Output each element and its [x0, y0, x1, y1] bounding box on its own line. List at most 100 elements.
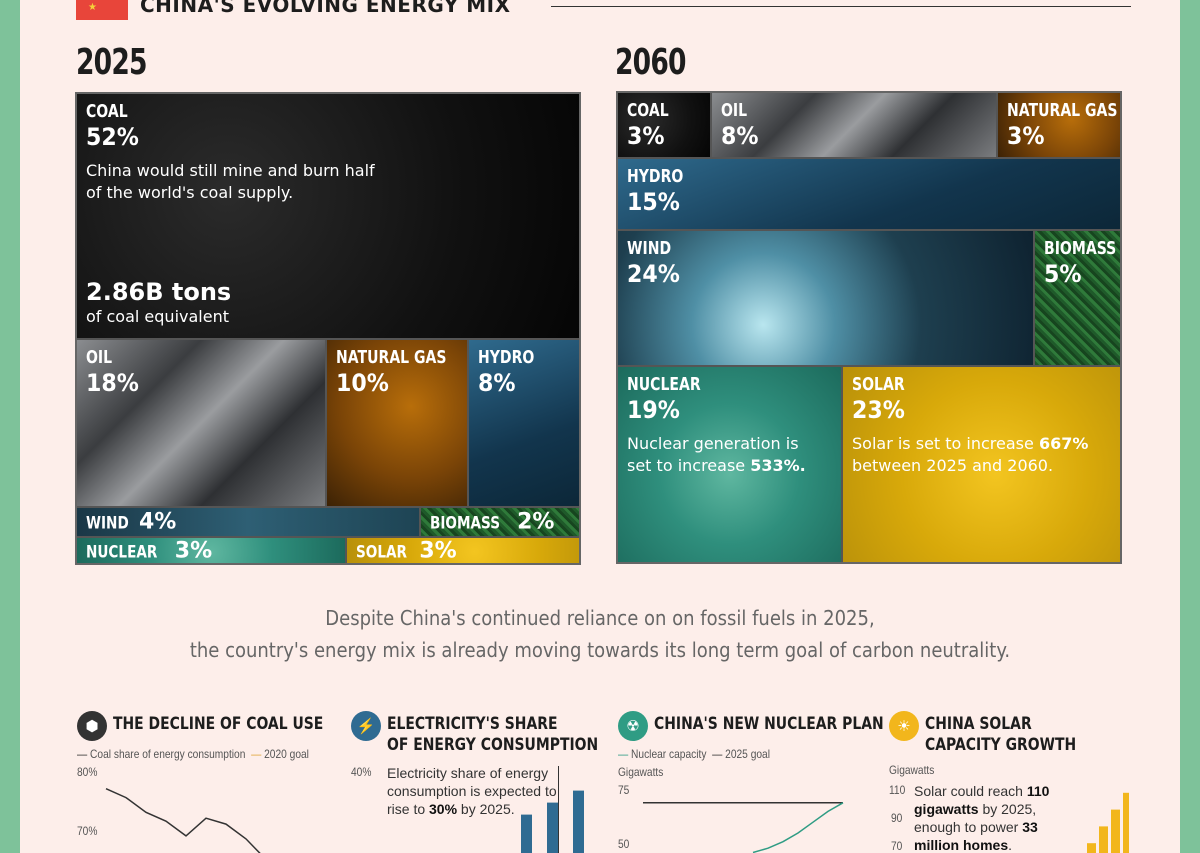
cell-2060-oil: OIL 8%: [712, 93, 996, 157]
cell-2025-hydro: HYDRO 8%: [469, 340, 579, 506]
year-2025-title: 2025: [76, 42, 147, 83]
nuclear-line-plot: [643, 802, 844, 853]
nuclear-capacity-line: [752, 802, 844, 853]
y-axis-label: Gigawatts: [618, 765, 664, 779]
solar-icon: ☀: [889, 711, 919, 741]
infographic-panel: ★ CHINA'S EVOLVING ENERGY MIX 2025 COAL …: [20, 0, 1180, 853]
y-tick: 70%: [77, 824, 98, 838]
cell-2060-coal: COAL 3%: [618, 93, 710, 157]
cell-name: NATURAL GAS: [336, 347, 447, 368]
cell-name: SOLAR: [852, 374, 905, 395]
cell-2060-wind: WIND 24%: [618, 231, 1033, 365]
cell-name: WIND: [86, 513, 129, 534]
cell-name: HYDRO: [627, 166, 684, 187]
coal-stat: 2.86B tons: [86, 278, 232, 306]
cell-name: SOLAR: [356, 542, 408, 562]
header-divider: [551, 6, 1131, 7]
treemap-2060: COAL 3% OIL 8% NATURAL GAS 3% HYDRO 15% …: [616, 91, 1122, 564]
cell-percent: 18%: [86, 369, 139, 397]
year-2060-title: 2060: [615, 42, 686, 83]
header: ★ CHINA'S EVOLVING ENERGY MIX: [76, 0, 1131, 22]
cell-2060-hydro: HYDRO 15%: [618, 159, 1120, 229]
cell-percent: 52%: [86, 123, 139, 151]
cell-name: COAL: [627, 100, 669, 121]
caption-line-2: the country's energy mix is already movi…: [189, 638, 1011, 662]
legend: — Nuclear capacity — 2025 goal: [618, 747, 770, 761]
cell-2060-solar: SOLAR 23% Solar is set to increase 667% b…: [843, 367, 1120, 562]
y-tick: 75: [618, 783, 630, 797]
cell-name: BIOMASS: [1044, 238, 1117, 259]
caption-line-1: Despite China's continued reliance on on…: [325, 606, 875, 630]
electricity-share-chart: ⚡ ELECTRICITY'S SHARE OF ENERGY CONSUMPTI…: [351, 708, 601, 853]
cell-name: NATURAL GAS: [1007, 100, 1118, 121]
cell-name: BIOMASS: [430, 513, 501, 534]
cell-percent: 3%: [419, 538, 457, 563]
nuclear-plan-chart: ☢ CHINA'S NEW NUCLEAR PLAN — Nuclear cap…: [618, 708, 884, 853]
cell-name: COAL: [86, 101, 128, 122]
solar-bar: [1087, 843, 1096, 853]
y-tick: 50: [618, 837, 630, 851]
cell-percent: 3%: [174, 538, 213, 563]
cell-2025-nuclear: NUCLEAR 3%: [77, 538, 345, 563]
china-flag-icon: ★: [76, 0, 128, 20]
cell-2060-natural-gas: NATURAL GAS 3%: [998, 93, 1120, 157]
solar-bar: [1111, 809, 1120, 853]
cell-percent: 3%: [1007, 122, 1045, 150]
coal-share-line: [105, 788, 261, 853]
cell-percent: 8%: [721, 122, 759, 150]
solar-bar: [1123, 792, 1129, 853]
electricity-bar: [547, 802, 558, 853]
y-tick: 40%: [351, 765, 372, 779]
cell-2025-natural-gas: NATURAL GAS 10%: [327, 340, 467, 506]
electricity-bars: [521, 790, 584, 853]
cell-2060-nuclear: NUCLEAR 19% Nuclear generation is set to…: [618, 367, 841, 562]
cell-name: OIL: [86, 347, 113, 368]
cell-percent: 24%: [627, 260, 680, 288]
nuclear-icon: ☢: [618, 711, 648, 741]
electricity-bar: [521, 814, 532, 853]
solar-note: Solar is set to increase 667% between 202…: [852, 434, 1089, 475]
cell-2060-biomass: BIOMASS 5%: [1035, 231, 1120, 365]
coal-icon: ⬢: [77, 711, 107, 741]
page-title: CHINA'S EVOLVING ENERGY MIX: [140, 0, 511, 17]
cell-2025-oil: OIL 18%: [77, 340, 325, 506]
cell-percent: 23%: [852, 396, 905, 424]
cell-name: WIND: [627, 238, 672, 259]
cell-2025-solar: SOLAR 3%: [347, 538, 579, 563]
y-axis-label: Gigawatts: [889, 763, 935, 777]
y-tick: 90: [891, 811, 903, 825]
cell-2025-coal: COAL 52% China would still mine and burn…: [77, 94, 579, 338]
electricity-bar: [573, 790, 584, 853]
cell-name: NUCLEAR: [86, 542, 158, 562]
coal-decline-chart: ⬢ THE DECLINE OF COAL USE — Coal share o…: [77, 708, 337, 853]
solar-bars: [1087, 792, 1129, 853]
chart-title: CHINA'S NEW NUCLEAR PLAN: [654, 714, 884, 734]
cell-name: OIL: [721, 100, 748, 121]
coal-note: China would still mine and burn half of …: [86, 161, 375, 202]
chart-title: CHINA SOLAR CAPACITY GROWTH: [925, 714, 1077, 755]
cell-2025-biomass: BIOMASS 2%: [421, 508, 579, 536]
electricity-icon: ⚡: [351, 711, 381, 741]
nuclear-note: Nuclear generation is set to increase 53…: [627, 434, 806, 475]
legend: — Coal share of energy consumption — 202…: [77, 747, 309, 761]
cell-percent: 8%: [478, 369, 516, 397]
y-tick: 110: [889, 783, 906, 797]
cell-percent: 2%: [517, 509, 555, 535]
cell-percent: 15%: [627, 188, 680, 216]
coal-stat-unit: of coal equivalent: [86, 307, 229, 326]
electricity-note: Electricity share of energy consumption …: [387, 765, 557, 817]
cell-2025-wind: WIND 4%: [77, 508, 419, 536]
cell-percent: 10%: [336, 369, 389, 397]
treemap-2025: COAL 52% China would still mine and burn…: [75, 92, 581, 565]
solar-capacity-chart: ☀ CHINA SOLAR CAPACITY GROWTH Gigawatts 1…: [889, 708, 1129, 853]
cell-percent: 5%: [1044, 260, 1082, 288]
chart-title: THE DECLINE OF COAL USE: [113, 714, 324, 734]
cell-name: HYDRO: [478, 347, 535, 368]
chart-title: ELECTRICITY'S SHARE OF ENERGY CONSUMPTION: [387, 714, 599, 755]
coal-line-plot: [105, 788, 261, 853]
cell-percent: 19%: [627, 396, 680, 424]
cell-percent: 3%: [627, 122, 665, 150]
cell-name: NUCLEAR: [627, 374, 701, 395]
y-tick: 80%: [77, 765, 98, 779]
goal-line: [558, 766, 559, 853]
